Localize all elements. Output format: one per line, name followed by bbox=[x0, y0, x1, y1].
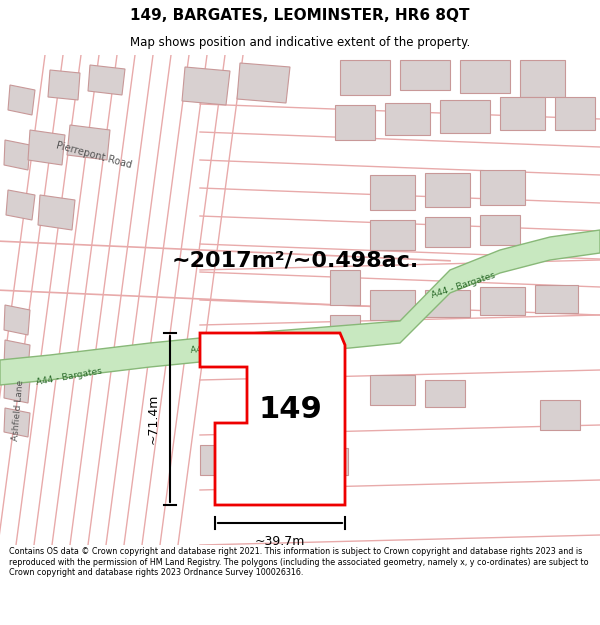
Polygon shape bbox=[330, 315, 360, 345]
Polygon shape bbox=[425, 290, 470, 317]
Polygon shape bbox=[38, 195, 75, 230]
Polygon shape bbox=[520, 60, 565, 97]
Polygon shape bbox=[500, 97, 545, 130]
Text: A44 - Bargates: A44 - Bargates bbox=[35, 367, 102, 388]
Text: ~2017m²/~0.498ac.: ~2017m²/~0.498ac. bbox=[172, 250, 419, 270]
Polygon shape bbox=[370, 290, 415, 320]
Polygon shape bbox=[385, 103, 430, 135]
Polygon shape bbox=[182, 67, 230, 105]
Polygon shape bbox=[28, 130, 65, 165]
Polygon shape bbox=[237, 63, 290, 103]
Polygon shape bbox=[67, 125, 110, 160]
Text: Pierrepont Road: Pierrepont Road bbox=[55, 140, 133, 170]
Polygon shape bbox=[48, 70, 80, 100]
Polygon shape bbox=[4, 408, 30, 437]
Polygon shape bbox=[540, 400, 580, 430]
Polygon shape bbox=[4, 340, 30, 370]
Polygon shape bbox=[480, 287, 525, 315]
Polygon shape bbox=[555, 97, 595, 130]
Polygon shape bbox=[200, 333, 345, 505]
Polygon shape bbox=[330, 270, 360, 305]
Polygon shape bbox=[4, 140, 30, 170]
Polygon shape bbox=[425, 173, 470, 207]
Polygon shape bbox=[480, 170, 525, 205]
Polygon shape bbox=[370, 175, 415, 210]
Polygon shape bbox=[480, 215, 520, 245]
Text: ~39.7m: ~39.7m bbox=[255, 535, 305, 548]
Polygon shape bbox=[370, 375, 415, 405]
Polygon shape bbox=[0, 230, 600, 385]
Text: 149: 149 bbox=[258, 396, 322, 424]
Text: A44 - Bargates: A44 - Bargates bbox=[190, 339, 257, 355]
Polygon shape bbox=[4, 305, 30, 335]
Text: ~71.4m: ~71.4m bbox=[147, 394, 160, 444]
Polygon shape bbox=[370, 220, 415, 250]
Polygon shape bbox=[400, 60, 450, 90]
Polygon shape bbox=[535, 285, 578, 313]
Polygon shape bbox=[4, 375, 30, 403]
Polygon shape bbox=[200, 445, 240, 475]
Polygon shape bbox=[335, 105, 375, 140]
Text: Map shows position and indicative extent of the property.: Map shows position and indicative extent… bbox=[130, 36, 470, 49]
Polygon shape bbox=[460, 60, 510, 93]
Polygon shape bbox=[6, 190, 35, 220]
Polygon shape bbox=[440, 100, 490, 133]
Polygon shape bbox=[305, 448, 348, 475]
Polygon shape bbox=[425, 217, 470, 247]
Text: Ashfield Lane: Ashfield Lane bbox=[11, 379, 25, 441]
Polygon shape bbox=[8, 85, 35, 115]
Text: Contains OS data © Crown copyright and database right 2021. This information is : Contains OS data © Crown copyright and d… bbox=[9, 548, 589, 578]
Text: 149, BARGATES, LEOMINSTER, HR6 8QT: 149, BARGATES, LEOMINSTER, HR6 8QT bbox=[130, 8, 470, 23]
Polygon shape bbox=[88, 65, 125, 95]
Polygon shape bbox=[425, 380, 465, 407]
Text: A44 - Bargates: A44 - Bargates bbox=[430, 271, 496, 299]
Polygon shape bbox=[250, 447, 295, 475]
Polygon shape bbox=[340, 60, 390, 95]
